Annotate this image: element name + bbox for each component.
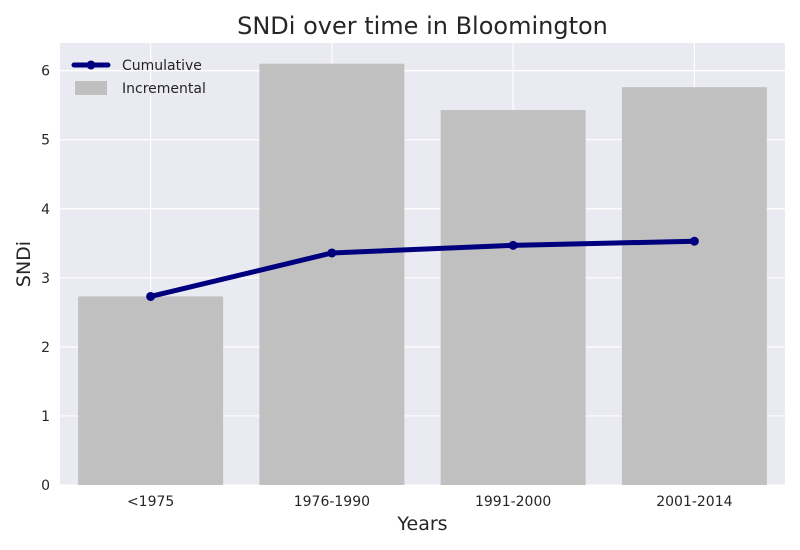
legend-bar-swatch: [75, 81, 107, 95]
bar-incremental: [259, 63, 405, 485]
y-tick-label: 4: [41, 202, 50, 218]
x-tick-label: <1975: [127, 494, 174, 510]
y-tick-label: 6: [41, 64, 50, 80]
y-tick-label: 2: [41, 340, 50, 356]
y-tick-label: 3: [41, 271, 50, 287]
x-tick-label: 1976-1990: [294, 494, 370, 510]
point-cumulative: [146, 291, 156, 301]
legend-label-cumulative: Cumulative: [122, 58, 202, 74]
y-axis-label: SNDi: [13, 241, 35, 287]
legend-label-incremental: Incremental: [122, 81, 206, 97]
y-tick-label: 5: [41, 133, 50, 149]
bar-incremental: [440, 109, 586, 485]
x-axis-ticks: <1975 1976-1990 1991-2000 2001-2014: [127, 494, 733, 510]
line-series: [146, 236, 699, 301]
y-tick-label: 0: [41, 478, 50, 494]
x-axis-label: Years: [396, 513, 447, 535]
legend-line-marker: [86, 60, 96, 70]
legend: Cumulative Incremental: [71, 58, 206, 97]
x-tick-label: 2001-2014: [656, 494, 732, 510]
bar-series: [78, 63, 767, 485]
line-cumulative: [148, 238, 697, 299]
y-axis-ticks: 0 1 2 3 4 5 6: [41, 64, 50, 494]
point-cumulative: [508, 240, 518, 250]
bar-incremental: [78, 296, 224, 485]
point-cumulative: [327, 248, 337, 258]
bar-incremental: [621, 87, 767, 485]
point-cumulative: [689, 236, 699, 246]
y-tick-label: 1: [41, 409, 50, 425]
x-tick-label: 1991-2000: [475, 494, 551, 510]
chart-title: SNDi over time in Bloomington: [237, 12, 608, 40]
